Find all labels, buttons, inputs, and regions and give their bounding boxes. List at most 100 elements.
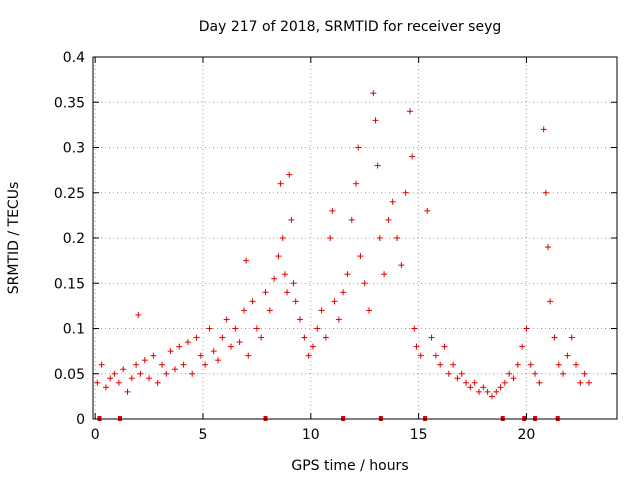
y-axis-ticks: 0 0.05 0.1 0.15 0.2 0.25 0.3 0.35 0.4 xyxy=(54,50,617,428)
data-point xyxy=(497,384,504,391)
data-point xyxy=(585,379,592,386)
data-point xyxy=(523,325,530,332)
data-point xyxy=(394,235,401,241)
data-point xyxy=(193,334,200,341)
data-point xyxy=(329,207,336,214)
data-point xyxy=(258,334,265,341)
data-point xyxy=(417,352,424,359)
scatter-points xyxy=(94,90,592,400)
data-point xyxy=(154,379,161,386)
data-point xyxy=(215,357,222,364)
data-point xyxy=(544,244,551,251)
data-point xyxy=(467,384,474,391)
data-point xyxy=(335,316,342,323)
data-point xyxy=(389,198,396,205)
data-point xyxy=(202,361,209,368)
data-point xyxy=(262,289,269,296)
x-axis-ticks: 0 5 10 15 20 xyxy=(91,57,535,443)
data-point xyxy=(120,366,127,373)
y-tick-label: 0.35 xyxy=(54,95,85,111)
data-point xyxy=(94,379,101,386)
data-point xyxy=(458,370,465,377)
data-point xyxy=(340,289,347,296)
data-point xyxy=(128,375,135,382)
data-point xyxy=(107,375,114,382)
data-point xyxy=(376,235,383,241)
y-tick-label: 0.4 xyxy=(63,50,85,66)
data-point xyxy=(236,339,243,346)
data-point xyxy=(568,334,575,341)
data-point xyxy=(210,348,217,355)
data-point xyxy=(327,235,334,241)
data-point xyxy=(536,379,543,386)
data-point xyxy=(271,275,278,282)
data-point xyxy=(133,361,140,368)
data-point xyxy=(475,388,482,395)
data-point xyxy=(366,307,373,314)
data-point xyxy=(286,171,293,178)
data-point xyxy=(406,108,413,115)
y-tick-label: 0.05 xyxy=(54,367,85,383)
data-point xyxy=(322,334,329,341)
data-point xyxy=(357,253,364,260)
data-point xyxy=(374,162,381,169)
data-point xyxy=(463,379,470,386)
data-point xyxy=(493,388,500,395)
data-point xyxy=(413,343,420,350)
data-point xyxy=(111,370,118,377)
data-point xyxy=(555,361,562,368)
x-tick-label: 15 xyxy=(410,427,428,443)
data-point xyxy=(510,375,517,382)
data-point xyxy=(163,370,170,377)
data-point xyxy=(318,307,325,314)
data-point xyxy=(577,379,584,386)
data-point xyxy=(219,334,226,341)
data-point xyxy=(146,375,153,382)
data-point xyxy=(180,361,187,368)
data-point xyxy=(542,189,549,196)
data-point xyxy=(437,361,444,368)
data-point xyxy=(150,352,157,359)
data-point xyxy=(370,90,377,97)
data-point xyxy=(532,370,539,377)
data-point xyxy=(480,384,487,391)
data-point xyxy=(428,334,435,341)
data-point xyxy=(115,379,122,386)
data-point xyxy=(372,117,379,124)
data-point xyxy=(228,343,235,350)
y-tick-label: 0.1 xyxy=(63,322,85,338)
data-point xyxy=(277,180,284,187)
data-point xyxy=(353,180,360,187)
grid-lines xyxy=(93,56,617,420)
data-point xyxy=(301,334,308,341)
data-point xyxy=(184,339,191,346)
data-point xyxy=(361,280,368,287)
data-point xyxy=(279,235,286,241)
data-point xyxy=(297,316,304,323)
data-point xyxy=(137,370,144,377)
data-point xyxy=(573,361,580,368)
data-point xyxy=(331,298,338,305)
data-point xyxy=(135,311,142,318)
data-point xyxy=(243,257,250,264)
data-point xyxy=(305,352,312,359)
data-point xyxy=(402,189,409,196)
data-point xyxy=(266,307,273,314)
data-point xyxy=(344,271,351,278)
data-point xyxy=(381,271,388,278)
data-point xyxy=(141,357,148,364)
data-point xyxy=(284,289,291,296)
data-point xyxy=(501,379,508,386)
data-point xyxy=(249,298,256,305)
data-point xyxy=(197,352,204,359)
data-point xyxy=(527,361,534,368)
data-point xyxy=(519,343,526,350)
data-point xyxy=(355,144,362,151)
data-point xyxy=(309,343,316,350)
y-tick-label: 0.3 xyxy=(63,141,85,157)
data-point xyxy=(398,262,405,269)
data-point xyxy=(514,361,521,368)
data-point xyxy=(560,370,567,377)
y-tick-label: 0 xyxy=(76,412,85,428)
